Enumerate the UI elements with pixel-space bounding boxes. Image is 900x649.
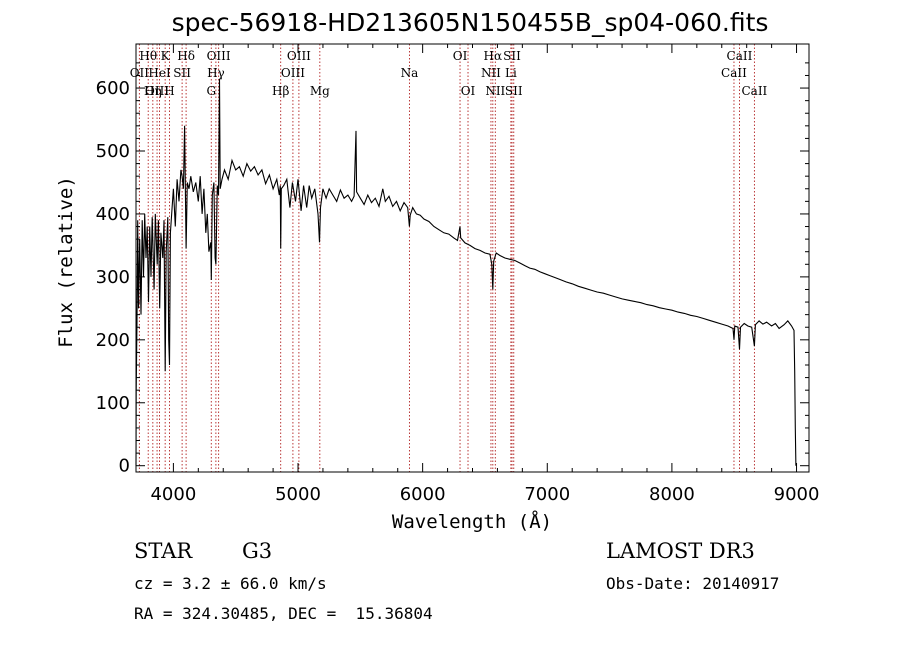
spectral-line-label: OIII bbox=[207, 49, 231, 63]
spectral-line-label: HeI bbox=[148, 66, 171, 80]
spectral-line-label: OIII bbox=[145, 84, 169, 98]
spectrum-series-line bbox=[135, 78, 797, 466]
object-subclass: G3 bbox=[242, 539, 273, 563]
spectral-line-label: Hη bbox=[144, 84, 162, 98]
spectral-line-label: Hα bbox=[484, 49, 503, 63]
y-tick-label: 200 bbox=[96, 330, 130, 351]
x-axis-ticks: 4000 5000 6000 7000 8000 9000 bbox=[150, 44, 819, 505]
plot-frame bbox=[135, 43, 810, 473]
y-axis-ticks: 0 100 200 300 400 500 600 bbox=[96, 62, 809, 477]
spectral-line-label: OI bbox=[461, 84, 476, 98]
spectral-line-label: NII bbox=[481, 66, 501, 80]
x-axis-label: Wavelength (Å) bbox=[392, 510, 552, 533]
y-axis-label: Flux (relative) bbox=[55, 176, 77, 348]
y-tick-label: 500 bbox=[96, 141, 130, 162]
spectral-line-label: K bbox=[161, 49, 171, 63]
y-tick-label: 0 bbox=[119, 456, 130, 477]
spectral-line-label: Mg bbox=[310, 84, 330, 98]
spectral-line-label: Hβ bbox=[272, 84, 289, 98]
y-tick-label: 400 bbox=[96, 204, 130, 225]
spectral-line-label: Hδ bbox=[177, 49, 195, 63]
spectral-line-label: SII bbox=[505, 84, 523, 98]
y-tick-label: 600 bbox=[96, 78, 130, 99]
chart-title: spec-56918-HD213605N150455B_sp04-060.fit… bbox=[172, 8, 769, 37]
spectral-line-label: OIII bbox=[287, 49, 311, 63]
y-tick-label: 300 bbox=[96, 267, 130, 288]
spectral-line-label: H bbox=[164, 84, 174, 98]
survey-name: LAMOST DR3 bbox=[606, 539, 755, 563]
y-tick-label: 100 bbox=[96, 393, 130, 414]
x-tick-label: 9000 bbox=[774, 484, 820, 505]
spectral-line-label: OII bbox=[130, 66, 150, 80]
spectral-line-label: CaII bbox=[741, 84, 767, 98]
x-tick-label: 8000 bbox=[649, 484, 695, 505]
spectral-line-label: OIII bbox=[281, 66, 305, 80]
object-class: STAR bbox=[134, 539, 193, 563]
spectral-line-label: Hγ bbox=[207, 66, 225, 80]
x-tick-label: 4000 bbox=[150, 484, 196, 505]
spectral-line-label: Li bbox=[505, 66, 517, 80]
spectral-line-label: CaII bbox=[727, 49, 753, 63]
spectral-line-label: Hθ bbox=[139, 49, 157, 63]
spectral-line-label: OI bbox=[453, 49, 468, 63]
x-tick-label: 6000 bbox=[400, 484, 446, 505]
spectral-line-label: NII bbox=[485, 84, 505, 98]
spectral-line-label: SII bbox=[173, 66, 191, 80]
spectral-line-label: SII bbox=[503, 49, 521, 63]
spectral-line-label: CaII bbox=[721, 66, 747, 80]
spectral-line-label: G bbox=[206, 84, 216, 98]
observation-date: Obs-Date: 20140917 bbox=[606, 574, 780, 593]
coordinates-readout: RA = 324.30485, DEC = 15.36804 bbox=[134, 604, 433, 623]
x-tick-label: 5000 bbox=[275, 484, 321, 505]
x-tick-label: 7000 bbox=[524, 484, 570, 505]
spectral-line-markers bbox=[138, 44, 755, 472]
spectral-line-label: Na bbox=[401, 66, 419, 80]
redshift-readout: cz = 3.2 ± 66.0 km/s bbox=[134, 574, 327, 593]
